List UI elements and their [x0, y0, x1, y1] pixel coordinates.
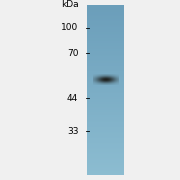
Text: 44: 44: [67, 94, 78, 103]
Text: 33: 33: [67, 127, 78, 136]
Text: 100: 100: [61, 23, 78, 32]
Text: 70: 70: [67, 49, 78, 58]
Text: kDa: kDa: [62, 0, 79, 9]
